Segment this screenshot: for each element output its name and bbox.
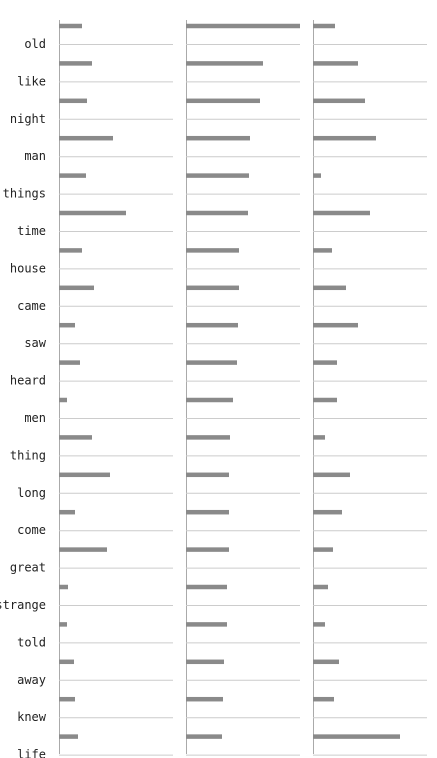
chart-panels	[59, 20, 427, 756]
bar	[313, 509, 342, 515]
category-label: things	[3, 187, 46, 201]
bar	[313, 210, 370, 216]
category-label: knew	[17, 710, 47, 724]
category-label: men	[24, 411, 46, 425]
panel-1	[59, 20, 173, 756]
bar	[313, 622, 325, 627]
bar	[313, 472, 350, 478]
bar	[186, 472, 229, 478]
bar	[59, 509, 75, 515]
category-label: night	[10, 112, 46, 126]
bar	[59, 135, 113, 141]
panel-2	[186, 20, 300, 756]
category-label: thing	[10, 448, 46, 462]
bar	[59, 61, 92, 66]
category-label: away	[17, 673, 46, 687]
category-labels: old like night man things time house came saw hea…	[0, 37, 47, 758]
bar	[313, 322, 358, 328]
bar	[186, 360, 237, 365]
bar	[186, 173, 249, 178]
bar	[59, 659, 74, 665]
bar	[186, 584, 227, 590]
category-label: like	[17, 74, 46, 88]
bar	[186, 734, 222, 739]
bar	[59, 397, 67, 403]
bar	[313, 696, 334, 702]
bar	[313, 98, 365, 104]
bar	[313, 547, 333, 552]
category-label: house	[10, 261, 46, 275]
bar	[59, 547, 107, 552]
bar	[313, 285, 346, 291]
bar	[59, 696, 75, 702]
bar	[313, 734, 400, 739]
category-label: man	[24, 149, 46, 163]
category-label: long	[17, 486, 46, 500]
bar	[59, 248, 82, 253]
bar	[313, 135, 376, 141]
bar	[186, 659, 224, 665]
category-label: come	[17, 523, 46, 537]
bar	[186, 135, 250, 141]
bar	[59, 472, 110, 478]
bar	[186, 248, 239, 253]
bar	[313, 584, 328, 590]
bar	[186, 435, 230, 440]
bar	[313, 23, 335, 29]
bar	[313, 360, 337, 365]
bar	[313, 248, 332, 253]
bar	[313, 397, 337, 403]
bar	[186, 23, 300, 29]
category-label: life	[17, 748, 46, 758]
category-label: old	[24, 37, 46, 51]
bar	[313, 435, 325, 440]
bar	[186, 98, 260, 104]
bar	[59, 285, 94, 291]
bar	[186, 622, 227, 627]
category-label: told	[17, 635, 46, 649]
bar	[313, 173, 321, 178]
bar	[59, 734, 78, 739]
bar	[186, 61, 263, 66]
bar	[59, 435, 92, 440]
bar	[59, 622, 67, 627]
bar	[313, 659, 339, 665]
category-label: saw	[24, 336, 46, 350]
bar	[186, 547, 229, 552]
category-label: came	[17, 299, 46, 313]
panel-3	[313, 20, 427, 756]
bar	[59, 173, 86, 178]
bar	[186, 696, 223, 702]
bar	[186, 210, 248, 216]
category-label: strange	[0, 598, 46, 612]
bar	[59, 210, 126, 216]
category-label: great	[10, 561, 46, 575]
bar	[186, 285, 239, 291]
bar	[186, 322, 238, 328]
category-label: heard	[10, 374, 46, 388]
bar	[59, 98, 87, 104]
bar	[186, 509, 229, 515]
category-label: time	[17, 224, 46, 238]
bar	[59, 322, 75, 328]
bar	[59, 584, 68, 590]
bar	[59, 23, 82, 29]
bar	[186, 397, 233, 403]
bar	[313, 61, 358, 66]
bar	[59, 360, 80, 365]
